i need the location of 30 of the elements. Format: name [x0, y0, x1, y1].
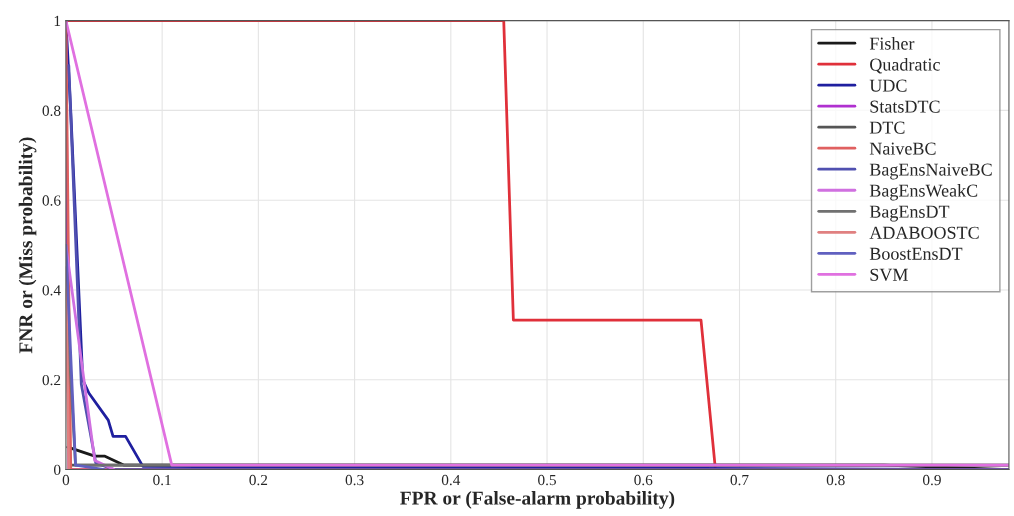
y-axis-title: FNR or (Miss probability) [18, 137, 37, 354]
x-tick-label: 0 [62, 474, 70, 486]
legend-label: NaiveBC [869, 142, 936, 155]
y-tick-label: 0.6 [42, 195, 61, 206]
legend-label: Fisher [869, 37, 915, 50]
legend-label: Quadratic [870, 58, 940, 74]
y-tick-label: 1 [54, 15, 61, 26]
x-tick-label: 0.7 [730, 474, 749, 486]
x-tick-label: 0.4 [441, 474, 461, 486]
x-tick-label: 0.1 [153, 474, 171, 486]
y-tick-label: 0 [53, 464, 61, 476]
x-tick-label: 0.5 [538, 474, 556, 486]
x-tick-label: 0.6 [634, 474, 653, 486]
x-tick-label: 0.3 [345, 474, 364, 486]
legend-label: BagEnsNaiveBC [869, 163, 992, 180]
y-tick-label: 0.8 [42, 105, 61, 116]
x-axis-title: FPR or (False-alarm probability) [400, 491, 675, 509]
legend-label: DTC [869, 121, 905, 134]
y-tick-label: 0.2 [42, 374, 61, 386]
x-tick-label: 0.9 [922, 474, 941, 486]
x-tick-label: 0.8 [826, 474, 845, 486]
legend-label: BagEnsDT [869, 205, 950, 222]
legend-label: BagEnsWeakC [869, 184, 978, 201]
legend-label: UDC [869, 79, 907, 92]
legend-label: BoostEnsDT [869, 247, 963, 260]
x-tick-label: 0.2 [249, 474, 268, 486]
legend-label: ADABOOSTC [869, 226, 979, 239]
y-tick-label: 0.4 [42, 285, 61, 296]
legend-label: SVM [870, 268, 908, 281]
legend-label: StatsDTC [870, 100, 940, 113]
